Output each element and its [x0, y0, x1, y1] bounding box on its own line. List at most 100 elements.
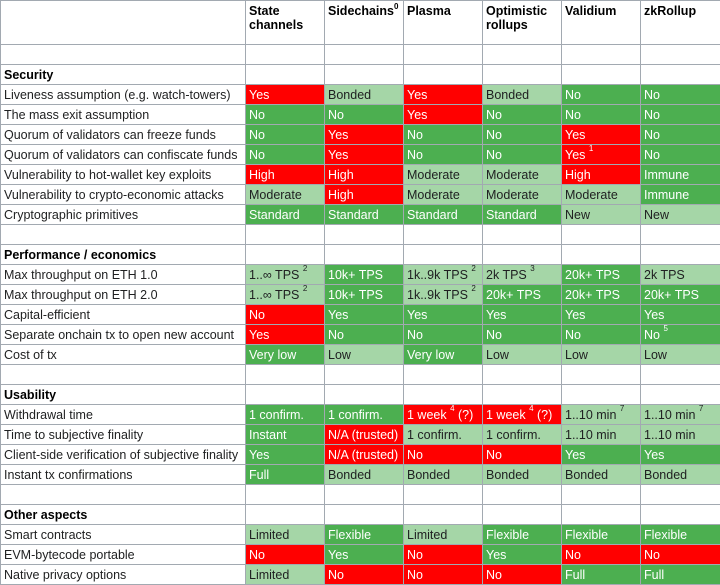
value-cell: 1 confirm.	[325, 405, 404, 425]
cell-value: Yes	[407, 88, 427, 102]
empty-cell	[641, 505, 720, 525]
empty-cell	[562, 45, 641, 65]
empty-cell	[325, 485, 404, 505]
cell-value: Yes	[565, 308, 585, 322]
value-cell: Yes	[562, 305, 641, 325]
value-cell: Yes	[246, 445, 325, 465]
cell-value: 20k+ TPS	[565, 268, 620, 282]
empty-cell	[483, 385, 562, 405]
empty-cell	[1, 45, 246, 65]
empty-cell	[1, 485, 246, 505]
row-label: Max throughput on ETH 2.0	[1, 285, 246, 305]
cell-value: Low	[644, 348, 667, 362]
cell-value: Yes	[486, 548, 506, 562]
cell-value: No	[486, 108, 502, 122]
section-header-row: Other aspects	[1, 505, 720, 525]
cell-note: (?)	[534, 408, 553, 422]
value-cell: 20k+ TPS	[562, 265, 641, 285]
value-cell: No	[641, 125, 720, 145]
cell-value: Bonded	[328, 468, 371, 482]
empty-cell	[562, 365, 641, 385]
table-row: Vulnerability to crypto-economic attacks…	[1, 185, 720, 205]
cell-value: Low	[565, 348, 588, 362]
cell-value: New	[565, 208, 590, 222]
section-title: Other aspects	[1, 505, 246, 525]
value-cell: Yes	[562, 125, 641, 145]
value-cell: No	[246, 105, 325, 125]
cell-value: No	[644, 108, 660, 122]
cell-value: No	[249, 108, 265, 122]
cell-value: N/A (trusted)	[328, 448, 398, 462]
value-cell: Moderate	[483, 165, 562, 185]
value-cell: Standard	[483, 205, 562, 225]
value-cell: 20k+ TPS	[641, 285, 720, 305]
value-cell: Flexible	[483, 525, 562, 545]
cell-value: Bonded	[328, 88, 371, 102]
value-cell: No	[562, 325, 641, 345]
cell-value: No	[249, 548, 265, 562]
value-cell: 1..10 min	[641, 425, 720, 445]
cell-value: No	[644, 328, 660, 342]
cell-value: Yes	[407, 308, 427, 322]
value-cell: Yes	[404, 305, 483, 325]
value-cell: Moderate	[404, 185, 483, 205]
row-label: EVM-bytecode portable	[1, 545, 246, 565]
table-row: Vulnerability to hot-wallet key exploits…	[1, 165, 720, 185]
section-header-row: Performance / economics	[1, 245, 720, 265]
value-cell: No	[483, 445, 562, 465]
table-row: Liveness assumption (e.g. watch-towers)Y…	[1, 85, 720, 105]
value-cell: New	[562, 205, 641, 225]
value-cell: 1k..9k TPS 2	[404, 285, 483, 305]
cell-value: 1 confirm.	[249, 408, 304, 422]
empty-cell	[325, 245, 404, 265]
cell-value: 2k TPS	[644, 268, 685, 282]
column-header-footnote: 0	[394, 2, 398, 11]
empty-cell	[483, 485, 562, 505]
empty-cell	[325, 505, 404, 525]
cell-value: High	[328, 188, 354, 202]
cell-value: Full	[249, 468, 269, 482]
empty-cell	[483, 45, 562, 65]
value-cell: Bonded	[641, 465, 720, 485]
cell-value: Very low	[249, 348, 296, 362]
cell-value: Standard	[249, 208, 300, 222]
cell-value: High	[328, 168, 354, 182]
value-cell: No	[562, 105, 641, 125]
value-cell: No	[404, 325, 483, 345]
value-cell: No	[246, 305, 325, 325]
cell-value: 20k+ TPS	[644, 288, 699, 302]
cell-value: 1 week	[486, 408, 526, 422]
cell-value: No	[486, 148, 502, 162]
cell-value: High	[565, 168, 591, 182]
footnote-marker: 2	[303, 285, 307, 293]
empty-cell	[404, 65, 483, 85]
cell-value: Yes	[328, 128, 348, 142]
cell-value: No	[407, 548, 423, 562]
empty-cell	[641, 485, 720, 505]
cell-value: 1k..9k TPS	[407, 268, 468, 282]
empty-cell	[246, 485, 325, 505]
value-cell: No	[404, 125, 483, 145]
spacer-row	[1, 365, 720, 385]
footnote-marker: 7	[699, 405, 703, 413]
spacer-row	[1, 225, 720, 245]
empty-cell	[562, 505, 641, 525]
column-header: Optimistic rollups	[483, 1, 562, 45]
row-label: Quorum of validators can confiscate fund…	[1, 145, 246, 165]
spacer-row	[1, 485, 720, 505]
value-cell: High	[325, 185, 404, 205]
value-cell: Yes	[325, 305, 404, 325]
value-cell: New	[641, 205, 720, 225]
cell-value: Yes	[486, 308, 506, 322]
cell-value: Bonded	[407, 468, 450, 482]
value-cell: Yes	[641, 445, 720, 465]
footnote-marker: 4	[450, 405, 454, 413]
empty-cell	[404, 385, 483, 405]
section-header-row: Security	[1, 65, 720, 85]
cell-value: No	[407, 568, 423, 582]
value-cell: Yes	[325, 145, 404, 165]
